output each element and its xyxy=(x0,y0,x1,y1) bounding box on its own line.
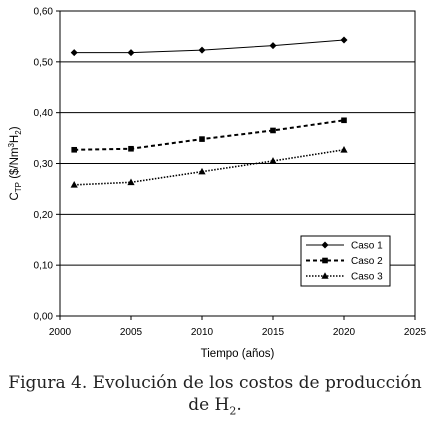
y-tick-label: 0,40 xyxy=(34,108,54,119)
series-2 xyxy=(71,117,347,153)
legend: Caso 1 Caso 2 Caso 3 xyxy=(300,235,391,287)
y-axis-title: CTP ($/Nm3H2) xyxy=(7,126,23,200)
legend-label: Caso 2 xyxy=(351,256,383,267)
y-tick-label: 0,00 xyxy=(34,312,54,323)
x-axis-ticks: 2000 2005 2010 2015 2020 2025 xyxy=(49,316,427,338)
data-point xyxy=(198,46,206,54)
x-axis-title: Tiempo (años) xyxy=(201,348,275,360)
series-line xyxy=(74,148,345,186)
data-point xyxy=(128,145,134,152)
x-tick-label: 2015 xyxy=(262,327,285,338)
data-point xyxy=(340,145,348,153)
legend-item: Caso 3 xyxy=(306,272,383,283)
legend-marker xyxy=(321,241,329,249)
y-tick-label: 0,20 xyxy=(34,210,54,221)
caption-line-2: de H2. xyxy=(188,395,242,418)
data-point xyxy=(71,146,77,153)
legend-marker xyxy=(321,272,329,279)
data-point xyxy=(269,157,277,164)
data-point xyxy=(127,178,135,186)
x-tick-label: 2000 xyxy=(49,327,72,338)
data-point xyxy=(269,42,277,50)
data-point xyxy=(341,117,347,124)
series-1 xyxy=(70,36,348,57)
x-tick-label: 2005 xyxy=(120,327,143,338)
legend-marker xyxy=(322,257,328,264)
data-point xyxy=(70,181,78,188)
figure-caption: Figura 4. Evolución de los costos de pro… xyxy=(0,372,430,422)
series-3 xyxy=(70,145,348,188)
chart: 0,00 0,10 0,20 0,30 0,40 0,50 0,60 2000 2005 201… xyxy=(7,7,427,361)
data-point xyxy=(198,167,206,175)
x-tick-label: 2020 xyxy=(333,327,356,338)
caption-line-1: Figura 4. Evolución de los costos de pro… xyxy=(8,373,422,393)
series-line xyxy=(74,39,345,54)
legend-label: Caso 3 xyxy=(351,272,383,283)
y-tick-label: 0,60 xyxy=(34,7,54,18)
grid-lines xyxy=(60,61,415,266)
data-point xyxy=(199,136,205,142)
data-point xyxy=(127,49,135,57)
data-point xyxy=(340,36,348,44)
y-axis-ticks: 0,00 0,10 0,20 0,30 0,40 0,50 0,60 xyxy=(34,7,60,323)
series-layer xyxy=(70,36,348,188)
data-point xyxy=(270,127,276,134)
legend-item: Caso 1 xyxy=(306,241,383,252)
y-tick-label: 0,30 xyxy=(34,159,54,170)
series-line xyxy=(74,119,345,151)
data-point xyxy=(70,49,78,57)
x-tick-label: 2010 xyxy=(191,327,214,338)
legend-label: Caso 1 xyxy=(351,241,383,252)
y-tick-label: 0,10 xyxy=(34,261,54,272)
legend-item: Caso 2 xyxy=(306,256,383,267)
y-tick-label: 0,50 xyxy=(34,57,54,68)
x-tick-label: 2025 xyxy=(404,327,427,338)
